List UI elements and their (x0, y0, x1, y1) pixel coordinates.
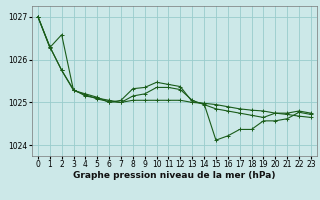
X-axis label: Graphe pression niveau de la mer (hPa): Graphe pression niveau de la mer (hPa) (73, 171, 276, 180)
